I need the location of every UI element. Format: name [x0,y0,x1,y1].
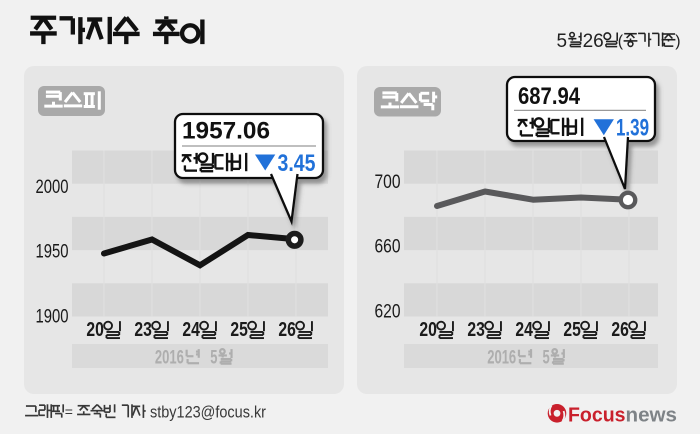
svg-text:2016: 2016 [487,346,516,368]
svg-text:(: ( [618,33,624,50]
svg-text:1.39: 1.39 [616,115,649,142]
svg-text:stby123@focus.kr: stby123@focus.kr [150,404,266,422]
svg-text:20: 20 [419,318,437,341]
svg-text:2016: 2016 [155,346,184,368]
svg-text:25: 25 [563,318,581,341]
svg-text:5: 5 [543,346,550,368]
svg-text:3.45: 3.45 [278,150,316,177]
svg-text:700: 700 [375,172,401,193]
svg-text:2000: 2000 [36,177,69,198]
svg-text:1950: 1950 [36,241,69,262]
svg-text:news: news [626,403,678,426]
svg-text:620: 620 [375,302,401,323]
svg-text:26: 26 [583,31,604,52]
svg-text:687.94: 687.94 [518,83,581,110]
svg-text:20: 20 [86,318,104,341]
svg-text:1900: 1900 [36,306,69,327]
svg-text:660: 660 [375,237,401,258]
svg-text:5: 5 [210,346,217,368]
svg-text:25: 25 [230,318,248,341]
svg-text:23: 23 [467,318,485,341]
svg-text:23: 23 [134,318,152,341]
svg-text:26: 26 [611,318,629,341]
svg-text:=: = [65,404,73,420]
svg-text:): ) [675,33,680,50]
svg-text:5: 5 [557,31,568,52]
svg-text:24: 24 [182,318,200,341]
svg-text:Focus: Focus [568,403,626,426]
svg-text:24: 24 [515,318,533,341]
svg-text:26: 26 [278,318,296,341]
svg-text:1957.06: 1957.06 [182,118,270,145]
